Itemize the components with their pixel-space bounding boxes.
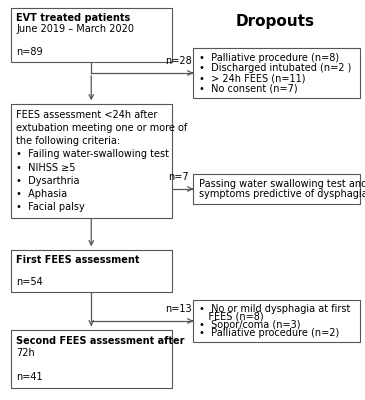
Text: n=54: n=54 <box>16 277 43 287</box>
FancyBboxPatch shape <box>11 8 172 62</box>
Text: n=7: n=7 <box>169 172 189 182</box>
Text: FEES assessment <24h after: FEES assessment <24h after <box>16 110 157 120</box>
Text: n=41: n=41 <box>16 372 43 382</box>
FancyBboxPatch shape <box>11 250 172 292</box>
Text: the following criteria:: the following criteria: <box>16 136 120 146</box>
FancyBboxPatch shape <box>11 104 172 218</box>
FancyBboxPatch shape <box>11 330 172 388</box>
Text: Passing water swallowing test and no: Passing water swallowing test and no <box>199 179 365 189</box>
Text: FEES (n=8): FEES (n=8) <box>199 312 263 322</box>
Text: Second FEES assessment after: Second FEES assessment after <box>16 336 185 346</box>
Text: •  No or mild dysphagia at first: • No or mild dysphagia at first <box>199 304 350 314</box>
Text: •  Palliative procedure (n=8): • Palliative procedure (n=8) <box>199 53 339 63</box>
Text: n=28: n=28 <box>165 56 192 66</box>
Text: EVT treated patients: EVT treated patients <box>16 13 130 23</box>
Text: •  No consent (n=7): • No consent (n=7) <box>199 83 297 93</box>
FancyBboxPatch shape <box>193 48 360 98</box>
Text: First FEES assessment: First FEES assessment <box>16 255 139 265</box>
Text: Dropouts: Dropouts <box>236 14 315 29</box>
Text: •  Failing water-swallowing test: • Failing water-swallowing test <box>16 150 169 160</box>
Text: •  Palliative procedure (n=2): • Palliative procedure (n=2) <box>199 328 339 338</box>
FancyBboxPatch shape <box>193 174 360 204</box>
Text: June 2019 – March 2020: June 2019 – March 2020 <box>16 24 134 34</box>
Text: n=13: n=13 <box>166 304 192 314</box>
Text: 72h: 72h <box>16 348 35 358</box>
FancyBboxPatch shape <box>193 300 360 342</box>
Text: •  NIHSS ≥5: • NIHSS ≥5 <box>16 162 76 172</box>
Text: •  Discharged intubated (n=2 ): • Discharged intubated (n=2 ) <box>199 63 351 73</box>
Text: symptoms predictive of dysphagia: symptoms predictive of dysphagia <box>199 189 365 199</box>
Text: •  Dysarthria: • Dysarthria <box>16 176 80 186</box>
Text: •  Facial palsy: • Facial palsy <box>16 202 85 212</box>
Text: •  > 24h FEES (n=11): • > 24h FEES (n=11) <box>199 73 305 83</box>
Text: •  Sopor/coma (n=3): • Sopor/coma (n=3) <box>199 320 300 330</box>
Text: n=89: n=89 <box>16 47 43 57</box>
Text: extubation meeting one or more of: extubation meeting one or more of <box>16 123 187 133</box>
Text: •  Aphasia: • Aphasia <box>16 189 67 199</box>
